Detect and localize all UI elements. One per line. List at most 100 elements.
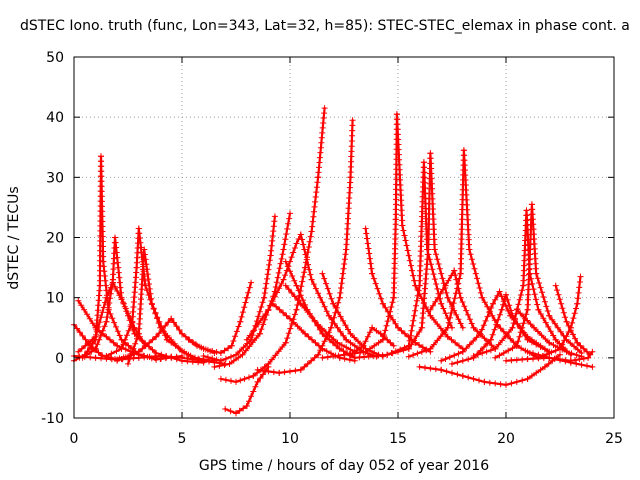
data-point: [484, 313, 491, 320]
data-point: [574, 300, 581, 307]
series-markers: [282, 282, 358, 355]
data-point: [547, 328, 554, 335]
data-point: [255, 313, 262, 320]
data-point: [481, 378, 488, 385]
data-point: [141, 246, 148, 253]
data-point: [345, 215, 351, 222]
data-point: [344, 220, 351, 227]
data-point: [492, 345, 499, 352]
data-point: [455, 350, 462, 357]
data-point: [240, 405, 247, 412]
data-point: [297, 292, 304, 299]
series-markers: [222, 363, 272, 417]
data-point: [528, 336, 535, 343]
data-point: [139, 345, 146, 352]
data-point: [286, 215, 293, 222]
data-point: [262, 285, 269, 292]
data-point: [275, 348, 282, 355]
data-point: [165, 319, 172, 326]
data-point: [436, 265, 443, 272]
data-point: [114, 288, 121, 294]
data-point: [457, 294, 464, 301]
data-point: [505, 307, 512, 314]
data-point: [179, 330, 185, 337]
data-point: [372, 280, 379, 287]
data-point: [393, 181, 400, 188]
data-point: [474, 275, 481, 282]
data-point: [213, 356, 220, 363]
data-point: [99, 213, 106, 220]
data-point: [479, 350, 486, 357]
data-point: [287, 210, 293, 217]
data-point: [521, 252, 528, 259]
data-point: [395, 324, 401, 331]
data-point: [89, 336, 96, 343]
data-point: [366, 255, 373, 262]
data-point: [500, 298, 507, 305]
data-point: [576, 279, 583, 285]
data-point: [258, 326, 265, 333]
data-point: [379, 336, 386, 343]
data-point: [340, 265, 347, 272]
series-line: [395, 113, 464, 350]
data-point: [387, 312, 394, 319]
data-point: [364, 333, 371, 340]
data-point: [410, 272, 417, 279]
data-point: [366, 250, 373, 257]
data-point: [480, 322, 487, 329]
series-markers: [319, 270, 386, 360]
data-point: [527, 321, 534, 328]
data-point: [574, 339, 581, 346]
data-point: [304, 309, 311, 316]
marker-layer: [71, 105, 596, 417]
data-point: [301, 246, 308, 253]
data-point: [535, 351, 542, 358]
data-point: [346, 189, 353, 196]
data-point: [416, 342, 423, 348]
data-point: [577, 342, 584, 349]
data-point: [146, 281, 152, 287]
data-point: [425, 226, 432, 233]
data-point: [111, 255, 117, 262]
data-point: [524, 375, 531, 382]
data-point: [110, 271, 117, 278]
data-point: [478, 326, 485, 333]
data-point: [575, 289, 582, 296]
data-point: [75, 297, 82, 304]
data-point: [254, 366, 261, 373]
data-point: [550, 342, 557, 348]
data-point: [302, 330, 309, 337]
data-point: [362, 348, 369, 355]
data-point: [319, 270, 326, 277]
data-point: [519, 356, 526, 363]
data-point: [94, 341, 101, 348]
data-point: [463, 307, 470, 314]
data-point: [265, 266, 272, 273]
data-point: [118, 296, 125, 303]
data-point: [589, 348, 596, 355]
data-point: [209, 355, 216, 362]
data-point: [293, 282, 300, 289]
data-point: [153, 356, 160, 363]
data-point: [168, 353, 175, 360]
data-point: [305, 244, 312, 250]
data-point: [113, 249, 120, 256]
data-point: [328, 324, 334, 331]
data-point: [493, 321, 500, 328]
data-point: [168, 315, 175, 322]
data-point: [413, 302, 419, 309]
data-point: [440, 286, 446, 293]
data-point: [434, 285, 441, 292]
data-point: [349, 132, 356, 139]
data-point: [466, 316, 473, 323]
data-point: [451, 267, 458, 274]
data-point: [288, 289, 295, 296]
data-point: [573, 352, 580, 358]
data-point: [280, 246, 287, 253]
data-point: [384, 351, 391, 358]
data-point: [347, 179, 354, 186]
data-point: [349, 117, 356, 124]
data-point: [465, 311, 471, 318]
data-point: [455, 280, 462, 287]
data-point: [516, 296, 523, 303]
